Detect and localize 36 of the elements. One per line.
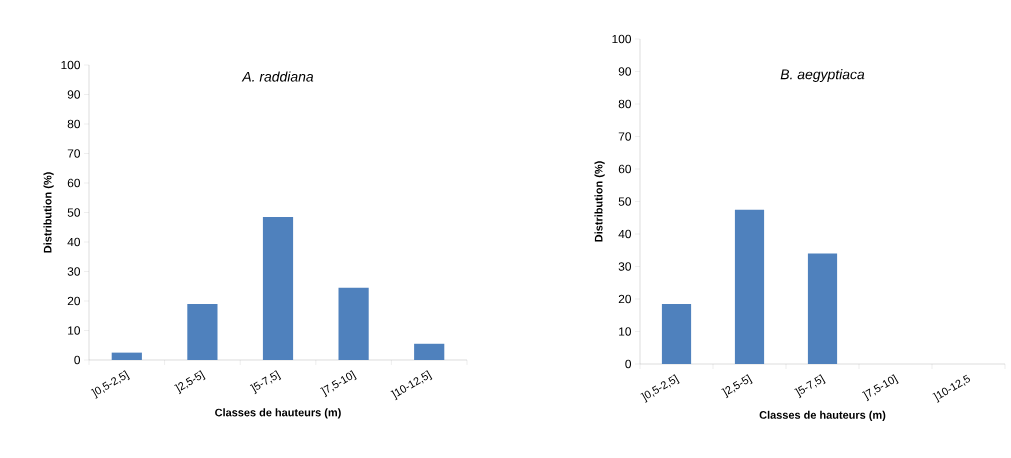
bar: [661, 303, 692, 364]
bar: [734, 209, 765, 364]
bar: [111, 352, 142, 360]
y-tick-label: 20: [67, 296, 81, 306]
bar: [807, 253, 838, 364]
y-tick-label: 20: [618, 294, 632, 304]
chart-title: A. raddiana: [241, 71, 314, 82]
text: B. aegyptiaca: [780, 69, 865, 83]
y-tick-label: 80: [618, 99, 632, 109]
x-axis-title: Classes de hauteurs (m): [215, 408, 341, 419]
y-tick-label: 50: [618, 197, 632, 206]
bar: [338, 287, 369, 360]
y-tick-label: 30: [67, 267, 81, 276]
y-tick-label: 0: [625, 359, 632, 369]
y-axis-title: Distribution (%): [43, 172, 54, 253]
bar: [262, 216, 294, 360]
bar: [414, 343, 445, 360]
x-axis-title: Classes de hauteurs (m): [759, 410, 886, 422]
y-tick-label: 0: [74, 355, 81, 365]
y-axis-title: Distribution (%): [594, 161, 605, 242]
y-tick-label: 50: [67, 208, 81, 217]
y-tick-label: 60: [618, 164, 632, 174]
y-tick-label: 100: [612, 34, 632, 44]
y-tick-label: 80: [67, 119, 81, 129]
y-tick-label: 10: [619, 327, 632, 336]
y-tick-label: 90: [67, 90, 81, 99]
y-tick-label: 100: [61, 60, 81, 70]
y-tick-label: 30: [618, 262, 632, 271]
y-tick-label: 10: [68, 326, 81, 335]
y-tick-label: 40: [67, 237, 81, 247]
y-tick-label: 70: [618, 132, 632, 141]
y-tick-label: 60: [67, 178, 81, 188]
y-tick-label: 70: [67, 149, 81, 158]
y-tick-label: 40: [618, 229, 632, 239]
y-tick-label: 90: [618, 67, 632, 76]
bar: [187, 303, 218, 360]
